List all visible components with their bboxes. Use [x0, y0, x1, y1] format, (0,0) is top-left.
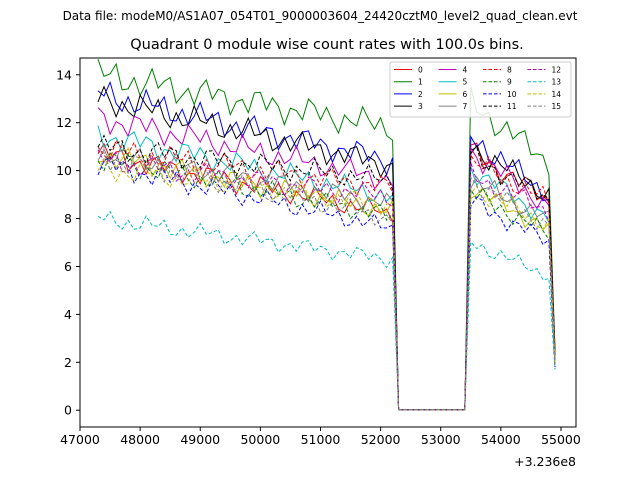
- series-line-7: [97, 142, 556, 411]
- y-tick-label: 12: [56, 115, 72, 130]
- legend-label-6: 6: [463, 90, 468, 99]
- legend-label-15: 15: [552, 102, 562, 111]
- x-tick-label: 48000: [120, 432, 160, 447]
- legend-label-8: 8: [507, 66, 512, 75]
- x-offset-label: +3.236e8: [514, 454, 576, 469]
- y-tick-label: 8: [64, 211, 72, 226]
- y-tick-label: 6: [64, 259, 72, 274]
- series-line-10: [97, 156, 556, 411]
- y-tick-label: 10: [56, 163, 72, 178]
- series-line-5: [97, 125, 556, 411]
- y-tick-label: 2: [64, 355, 72, 370]
- axes-frame: [79, 57, 577, 428]
- x-tick-label: 47000: [60, 432, 100, 447]
- legend-label-9: 9: [507, 78, 512, 87]
- legend-label-0: 0: [418, 66, 423, 75]
- legend-label-5: 5: [463, 78, 468, 87]
- series-line-3: [97, 85, 556, 411]
- x-tick-label: 49000: [180, 432, 220, 447]
- series-line-9: [97, 152, 556, 411]
- legend-label-1: 1: [418, 78, 423, 87]
- legend-frame: [389, 61, 572, 118]
- series-line-11: [97, 134, 556, 411]
- series-line-6: [97, 146, 556, 411]
- legend-label-7: 7: [463, 102, 468, 111]
- chart-suptitle: Data file: modeM0/AS1A07_054T01_90000036…: [63, 9, 578, 23]
- x-tick-label: 52000: [361, 432, 401, 447]
- x-tick-label: 53000: [421, 432, 461, 447]
- legend-label-12: 12: [552, 66, 562, 75]
- x-tick-label: 54000: [481, 432, 521, 447]
- series-line-2: [97, 80, 556, 411]
- legend-label-10: 10: [507, 90, 517, 99]
- series-line-8: [97, 139, 556, 411]
- plot-area: 47000 48000 49000 50000 51000 52000 53000 54000…: [56, 57, 581, 447]
- y-tick-label: 4: [64, 307, 72, 322]
- x-tick-label: 51000: [301, 432, 341, 447]
- legend-label-14: 14: [552, 90, 562, 99]
- legend-label-4: 4: [463, 66, 468, 75]
- series-line-4: [97, 107, 556, 411]
- series-line-13: [97, 210, 556, 411]
- legend-label-13: 13: [552, 78, 562, 87]
- chart-title: Quadrant 0 module wise count rates with …: [130, 37, 524, 53]
- series-line-15: [97, 147, 556, 411]
- legend-label-11: 11: [507, 102, 517, 111]
- legend-label-2: 2: [418, 90, 423, 99]
- x-tick-label: 50000: [240, 432, 280, 447]
- y-tick-label: 0: [64, 403, 72, 418]
- y-tick-label: 14: [56, 67, 72, 82]
- x-tick-label: 55000: [541, 432, 581, 447]
- legend-label-3: 3: [418, 102, 423, 111]
